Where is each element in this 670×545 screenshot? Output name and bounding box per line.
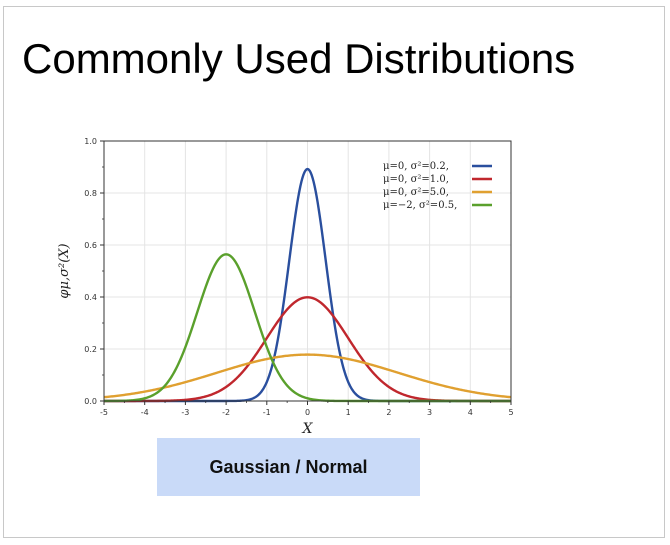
x-tick-label: 3 bbox=[427, 408, 432, 417]
y-tick-label: 0.2 bbox=[84, 345, 97, 354]
grid bbox=[103, 140, 512, 402]
legend-label-3: μ=0, σ²=5.0, bbox=[383, 187, 449, 198]
y-tick-label: 0.6 bbox=[84, 241, 97, 250]
caption-text: Gaussian / Normal bbox=[209, 456, 368, 477]
x-tick-label: -5 bbox=[100, 408, 108, 417]
x-tick-label: 5 bbox=[508, 408, 513, 417]
x-tick-label: 4 bbox=[468, 408, 473, 417]
y-axis-label: φμ,σ²(X) bbox=[57, 243, 72, 298]
slide: Commonly Used Distributions -5 -4 -3 -2 -1 0 1… bbox=[3, 6, 665, 538]
x-tick-label: 2 bbox=[386, 408, 391, 417]
ticks: -5 -4 -3 -2 -1 0 1 2 3 4 5 0.0 0.2 0.4 0.6 0.8 1.0 bbox=[84, 137, 513, 417]
legend-label-1: μ=0, σ²=0.2, bbox=[383, 161, 449, 172]
y-tick-label: 0.8 bbox=[84, 189, 97, 198]
x-tick-label: 0 bbox=[305, 408, 310, 417]
x-tick-label: -4 bbox=[141, 408, 149, 417]
caption-box: Gaussian / Normal bbox=[157, 438, 420, 496]
x-tick-label: -2 bbox=[222, 408, 230, 417]
y-tick-label: 1.0 bbox=[84, 137, 97, 146]
legend-label-2: μ=0, σ²=1.0, bbox=[383, 174, 449, 185]
y-tick-label: 0.0 bbox=[84, 397, 97, 406]
x-tick-label: -1 bbox=[263, 408, 271, 417]
series-line-3 bbox=[103, 353, 512, 399]
legend-label-4: μ=−2, σ²=0.5, bbox=[383, 200, 457, 211]
normal-distribution-chart: -5 -4 -3 -2 -1 0 1 2 3 4 5 0.0 0.2 0.4 0.6 0.8 1.0 μ=0, … bbox=[57, 137, 514, 437]
legend: μ=0, σ²=0.2, μ=0, σ²=1.0, μ=0, σ²=5.0, μ=−2… bbox=[383, 161, 492, 211]
y-tick-label: 0.4 bbox=[84, 293, 97, 302]
slide-title: Commonly Used Distributions bbox=[22, 35, 576, 82]
x-tick-label: 1 bbox=[346, 408, 351, 417]
x-axis-label: X bbox=[302, 421, 314, 437]
x-tick-label: -3 bbox=[181, 408, 189, 417]
